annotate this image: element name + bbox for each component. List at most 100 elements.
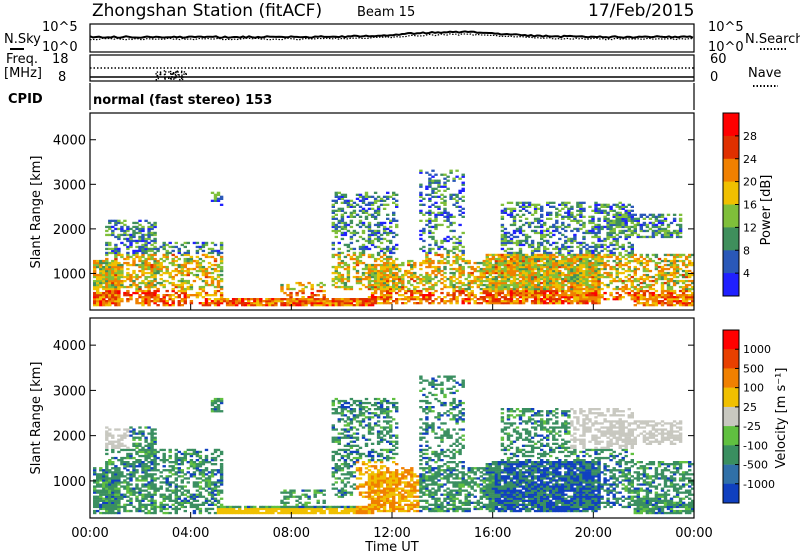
heatmap-cell <box>506 259 511 263</box>
heatmap-cell <box>198 261 203 265</box>
heatmap-cell <box>645 277 650 281</box>
heatmap-cell <box>177 251 181 255</box>
heatmap-cell <box>364 195 369 198</box>
heatmap-cell <box>129 227 133 231</box>
heatmap-cell <box>533 219 538 222</box>
heatmap-cell <box>621 287 625 291</box>
heatmap-cell <box>597 279 601 283</box>
heatmap-cell <box>597 289 601 293</box>
heatmap-cell <box>120 267 124 271</box>
heatmap-cell <box>150 477 154 480</box>
heatmap-cell <box>621 207 625 210</box>
heatmap-cell <box>540 277 544 281</box>
heatmap-cell <box>111 507 115 511</box>
heatmap-cell <box>153 450 157 454</box>
heatmap-cell <box>349 257 354 261</box>
heatmap-cell <box>386 247 390 251</box>
heatmap-cell <box>138 287 142 291</box>
heatmap-cell <box>192 294 197 297</box>
heatmap-cell <box>458 285 462 289</box>
heatmap-cell <box>129 465 133 468</box>
heatmap-cell <box>386 281 390 285</box>
heatmap-cell <box>654 300 659 303</box>
heatmap-cell <box>633 300 637 303</box>
heatmap-cell <box>567 245 571 249</box>
heatmap-cell <box>398 298 402 301</box>
heatmap-cell <box>666 267 671 271</box>
heatmap-cell <box>585 243 589 247</box>
heatmap-cell <box>627 255 631 259</box>
heatmap-cell <box>588 245 592 249</box>
heatmap-cell <box>452 294 456 297</box>
heatmap-cell <box>461 181 465 184</box>
heatmap-cell <box>120 438 124 441</box>
heatmap-cell <box>358 205 363 208</box>
heatmap-cell <box>298 304 302 307</box>
heatmap-cell <box>210 255 215 259</box>
heatmap-cell <box>132 491 136 494</box>
heatmap-cell <box>558 302 562 305</box>
heatmap-cell <box>156 289 160 293</box>
heatmap-cell <box>392 273 396 277</box>
heatmap-cell <box>669 291 674 295</box>
heatmap-cell <box>660 227 665 231</box>
heatmap-cell <box>443 189 447 192</box>
heatmap-cell <box>410 271 414 275</box>
heatmap-cell <box>660 221 665 225</box>
heatmap-cell <box>524 217 529 220</box>
heatmap-cell <box>401 283 405 287</box>
heatmap-cell <box>672 253 677 257</box>
heatmap-cell <box>126 273 130 277</box>
heatmap-cell <box>382 247 387 251</box>
heatmap-cell <box>144 469 148 472</box>
heatmap-cell <box>630 285 634 289</box>
heatmap-cell <box>286 300 290 303</box>
heatmap-cell <box>669 289 674 293</box>
heatmap-cell <box>216 273 221 277</box>
heatmap-cell <box>250 304 254 307</box>
heatmap-cell <box>108 505 112 509</box>
heatmap-cell <box>473 261 477 265</box>
heatmap-cell <box>144 507 148 511</box>
heatmap-cell <box>509 223 514 227</box>
heatmap-cell <box>395 193 399 196</box>
heatmap-cell <box>540 219 544 222</box>
heatmap-cell <box>576 205 580 208</box>
heatmap-cell <box>114 271 118 275</box>
heatmap-cell <box>120 241 124 245</box>
heatmap-cell <box>606 275 610 279</box>
heatmap-cell <box>141 259 145 263</box>
heatmap-cell <box>141 251 145 255</box>
heatmap-cell <box>392 287 396 291</box>
heatmap-cell <box>114 245 118 249</box>
heatmap-cell <box>458 241 462 245</box>
heatmap-cell <box>150 503 154 506</box>
heatmap-cell <box>361 298 366 301</box>
heatmap-cell <box>144 233 148 237</box>
colorbar-swatch <box>723 227 739 251</box>
heatmap-cell <box>570 229 574 233</box>
heatmap-cell <box>331 247 335 251</box>
heatmap-cell <box>524 201 529 204</box>
heatmap-cell <box>153 473 157 476</box>
heatmap-cell <box>654 217 659 220</box>
heatmap-cell <box>105 501 109 504</box>
heatmap-cell <box>600 261 604 265</box>
heatmap-cell <box>135 225 139 229</box>
heatmap-cell <box>434 213 438 216</box>
heatmap-cell <box>479 302 483 305</box>
heatmap-cell <box>114 495 118 498</box>
heatmap-cell <box>201 271 206 275</box>
heatmap-cell <box>579 289 583 293</box>
heatmap-cell <box>443 211 447 214</box>
heatmap-cell <box>521 281 526 285</box>
heatmap-cell <box>588 263 592 267</box>
heatmap-cell <box>370 298 375 301</box>
heatmap-cell <box>135 452 139 456</box>
heatmap-cell <box>636 300 640 303</box>
heatmap-cell <box>105 434 109 437</box>
heatmap-cell <box>654 296 659 299</box>
heatmap-cell <box>425 300 429 303</box>
nave-dot <box>177 71 179 73</box>
heatmap-cell <box>331 243 335 247</box>
